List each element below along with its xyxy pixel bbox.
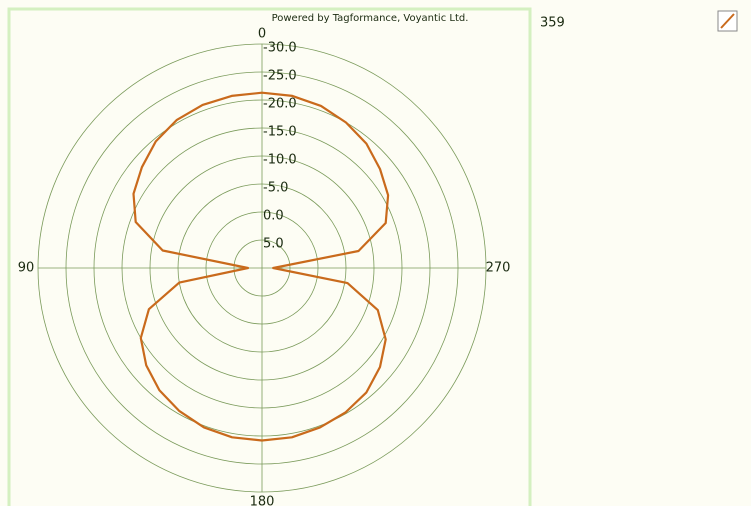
r-tick-label: -5.0 [263,181,288,196]
series-line [132,91,390,442]
r-tick-label: -25.0 [263,69,297,84]
r-tick-label: -10.0 [263,153,297,168]
legend-label: 359 [540,16,565,31]
plot-frame [7,7,532,506]
theta-tick-label: 270 [486,261,511,276]
r-tick-label: -15.0 [263,125,297,140]
theta-tick-label: 0 [258,27,266,42]
legend-swatch [720,13,735,29]
r-tick-label: 5.0 [263,237,284,252]
r-tick-label: -20.0 [263,97,297,112]
chart-title: Powered by Tagformance, Voyantic Ltd. [272,13,469,24]
theta-tick-label: 90 [18,261,35,276]
theta-tick-label: 180 [250,495,275,506]
r-tick-label: -30.0 [263,41,297,56]
r-tick-label: 0.0 [263,209,284,224]
